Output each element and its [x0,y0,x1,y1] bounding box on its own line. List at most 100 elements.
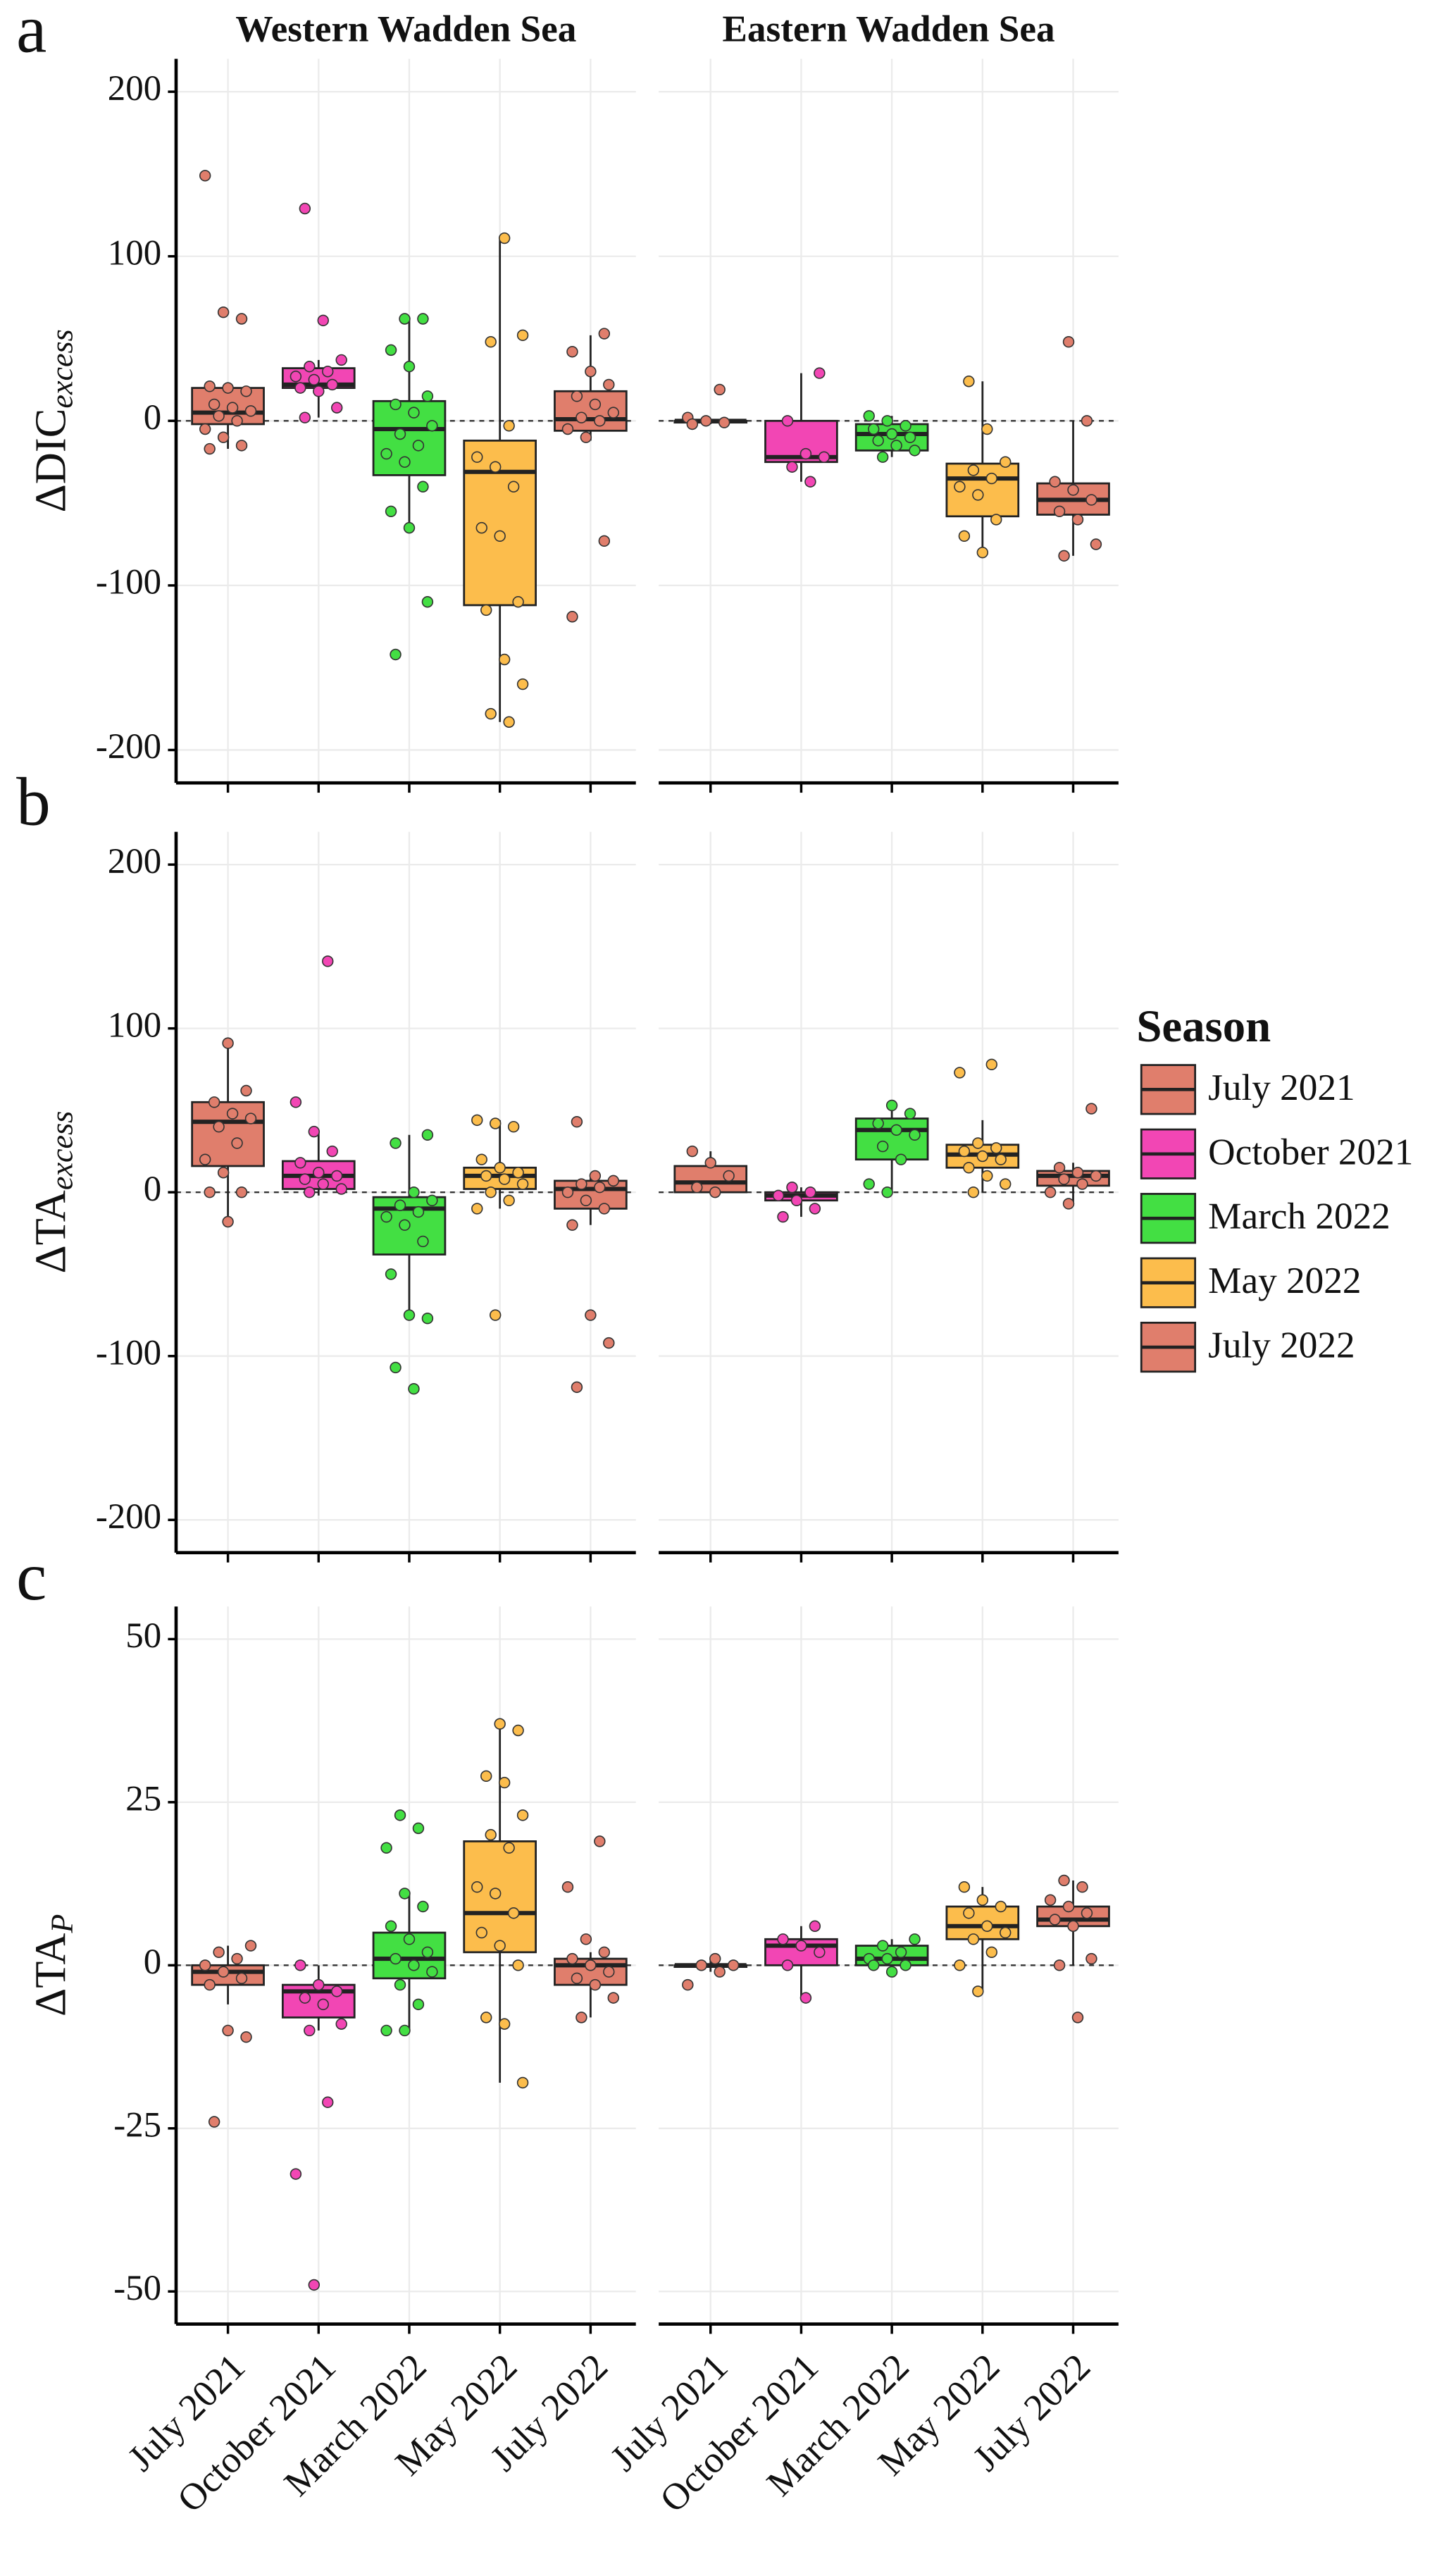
data-point [380,1842,392,1854]
data-point [235,313,248,325]
data-point [213,410,225,422]
data-point [607,1175,619,1187]
data-point [976,1894,989,1906]
data-point [208,2116,220,2128]
data-point [399,1888,411,1900]
data-point [204,380,216,392]
data-point [1067,1920,1079,1932]
data-point [867,423,880,435]
legend-label: July 2022 [1208,1325,1355,1366]
data-point [781,415,794,427]
data-point [580,1194,592,1207]
data-point [954,1959,966,1971]
data-point [204,1978,216,1991]
data-point [403,1933,416,1945]
data-point [507,1907,520,1919]
data-point [516,1178,529,1190]
data-point [421,1129,434,1141]
data-point [909,1933,921,1945]
y-tick-label: 0 [144,398,161,438]
data-point [204,442,216,455]
data-point [804,1186,816,1198]
data-point [226,1108,239,1120]
data-point [313,1167,325,1179]
data-point [575,1178,587,1190]
data-point [408,1959,420,1971]
data-point [330,402,343,414]
data-point [963,1162,975,1174]
data-point [380,1210,392,1223]
data-point [594,1835,606,1847]
data-point [412,1998,425,2011]
data-point [330,1985,343,1997]
data-point [967,1186,980,1198]
data-point [240,385,252,397]
data-point [575,411,587,423]
data-point [1049,476,1061,488]
data-point [213,1946,225,1959]
data-point [390,648,402,661]
data-point [872,1117,884,1129]
data-point [208,398,220,411]
data-point [507,481,520,492]
data-point [958,530,971,543]
data-point [480,2012,492,2024]
data-point [598,1946,611,1959]
data-point [781,1959,794,1971]
data-point [294,1959,306,1971]
y-axis-label: ΔTAP [26,1914,80,2016]
data-point [809,1920,821,1932]
data-point [322,2096,334,2108]
data-point [503,716,515,728]
data-point [299,1173,311,1185]
data-point [421,1312,434,1325]
data-point [299,1992,311,2004]
data-point [408,1186,420,1198]
data-point [709,1186,721,1198]
data-point [294,1157,306,1169]
data-point [475,1153,487,1165]
facet-title: Western Wadden Sea [235,8,576,50]
data-point [498,653,511,666]
data-point [399,2024,411,2037]
y-axis-label-sub: excess [45,1111,80,1190]
data-point [421,1946,434,1959]
data-point [290,371,302,383]
data-point [863,410,875,422]
data-point [380,2024,392,2037]
data-point [426,1194,438,1207]
data-point [421,596,434,608]
data-point [299,202,311,215]
legend-label: July 2021 [1208,1067,1355,1108]
data-point [786,461,798,473]
data-point [1076,1880,1088,1893]
data-point [967,464,980,476]
data-point [958,1145,971,1158]
data-point [1044,1186,1057,1198]
data-point [222,1037,234,1049]
data-point [981,423,993,435]
data-point [304,2024,316,2037]
data-point [603,378,615,391]
y-tick-label: -200 [96,1497,161,1537]
data-point [475,521,487,534]
legend-label: October 2021 [1208,1131,1413,1172]
data-point [718,416,730,428]
data-point [240,1084,252,1097]
y-axis-label-main: ΔTA [26,1190,75,1273]
data-point [399,456,411,468]
y-tick-label: 200 [108,69,161,109]
data-point [981,1920,993,1932]
data-point [1000,456,1012,468]
data-point [585,366,597,378]
data-point [885,1099,898,1112]
data-point [561,1186,574,1198]
data-point [972,1137,984,1149]
y-tick-label: -25 [113,2105,161,2145]
y-tick-label: 0 [144,1170,161,1209]
data-point [204,1186,216,1198]
data-point [399,1219,411,1231]
data-point [304,361,316,373]
